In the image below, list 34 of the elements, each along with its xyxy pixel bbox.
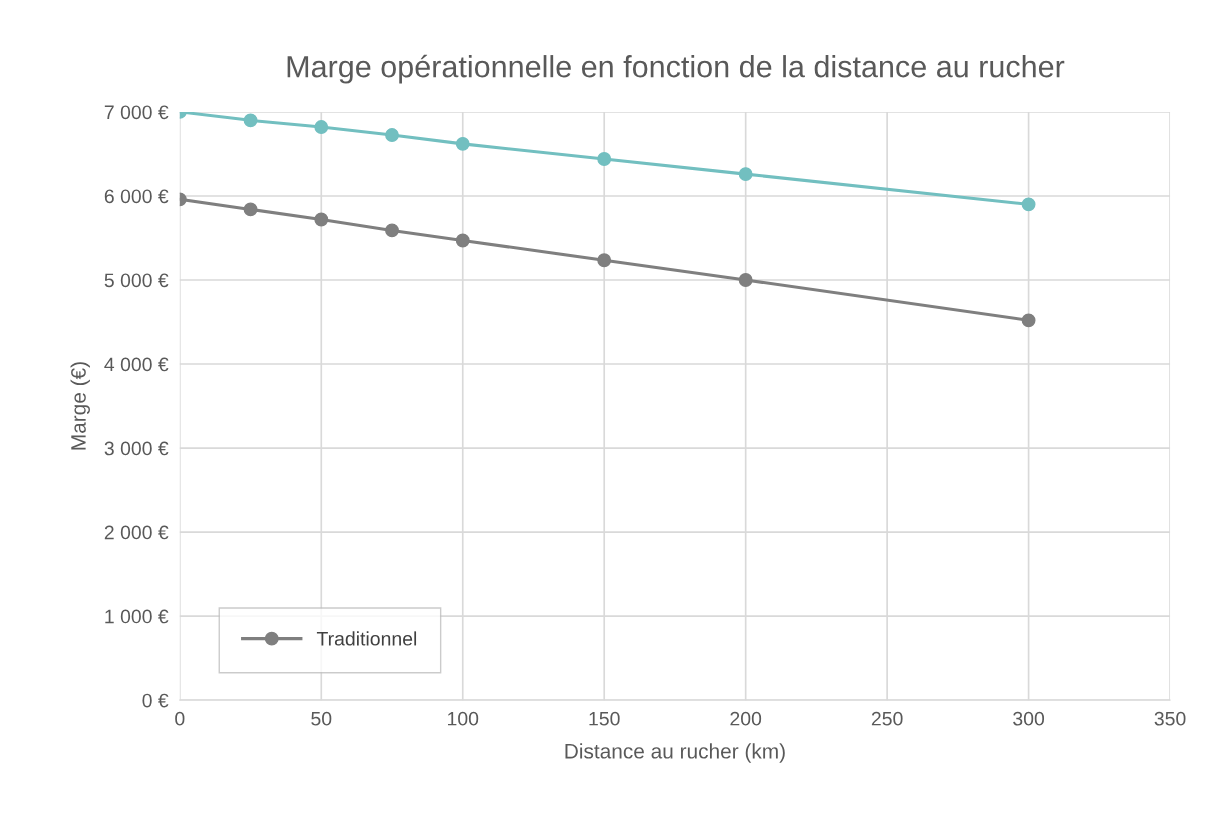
y-tick-label: 0 €: [142, 693, 169, 708]
y-axis-title: Marge (€): [70, 362, 90, 450]
point: [243, 202, 258, 217]
y-tick-label: 5 000 €: [104, 273, 169, 288]
y-tick-label: 3 000 €: [104, 441, 169, 456]
x-tick-label: 250: [871, 711, 903, 726]
x-tick-label: 350: [1154, 711, 1186, 726]
y-tick-label: 1 000 €: [105, 609, 169, 624]
x-tick-label: 50: [311, 711, 332, 726]
point: [243, 113, 258, 128]
point: [738, 273, 753, 287]
point: [314, 120, 329, 135]
y-tick-label: 4 000 €: [104, 357, 169, 372]
point: [455, 233, 470, 248]
point: [314, 212, 329, 227]
point: [597, 152, 612, 166]
point: [385, 223, 399, 238]
point: [455, 136, 470, 151]
y-tick-label: 7 000 €: [104, 105, 169, 120]
x-tick-label: 150: [589, 711, 620, 726]
x-tick-label: 0: [175, 711, 185, 726]
x-tick-label: 300: [1013, 711, 1045, 726]
point: [385, 128, 399, 142]
point: [738, 167, 753, 182]
y-tick-label: 6 000 €: [104, 189, 169, 204]
point: [1021, 197, 1036, 212]
x-tick-label: 100: [448, 711, 479, 726]
x-axis-title: Distance au rucher (km): [565, 743, 785, 763]
x-tick-label: 200: [730, 711, 762, 726]
chart-title: Marge opérationnelle en fonction de la distance au rucher: [287, 54, 1065, 84]
point: [1021, 313, 1036, 328]
legend-label: Traditionnel: [316, 631, 417, 646]
point: [597, 253, 612, 268]
y-tick-label: 2 000 €: [104, 525, 169, 540]
